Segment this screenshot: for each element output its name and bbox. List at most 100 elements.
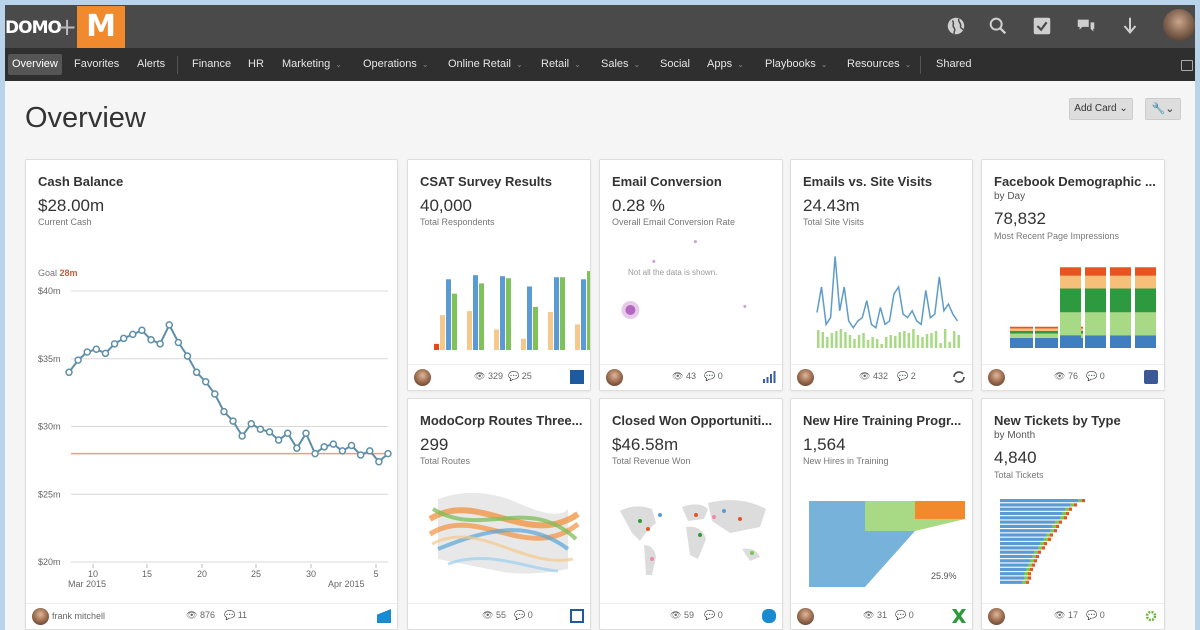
owner-avatar[interactable] <box>797 608 814 625</box>
ticket-bar <box>1000 499 1078 503</box>
owner-avatar[interactable] <box>988 369 1005 386</box>
owner-avatar[interactable] <box>797 369 814 386</box>
domo-logo[interactable]: DOMO <box>5 18 62 38</box>
chat-icon[interactable] <box>1073 13 1099 39</box>
nav-online-retail[interactable]: Online Retail ⌄ <box>448 58 523 70</box>
comments-count[interactable]: 💬 0 <box>704 610 723 620</box>
bar-s3 <box>500 276 505 350</box>
stack-d <box>1035 328 1058 331</box>
card-new-tickets[interactable]: New Tickets by Type by Month 4,840 Total… <box>981 398 1165 630</box>
card-csat[interactable]: CSAT Survey Results 40,000 Total Respond… <box>407 159 591 391</box>
card-emails-vs-visits[interactable]: Emails vs. Site Visits 24.43m Total Site… <box>790 159 973 391</box>
views-count: 👁 59 <box>670 610 694 620</box>
card-label: Most Recent Page Impressions <box>994 231 1120 241</box>
bar-s3 <box>581 279 586 350</box>
stack-c <box>1135 288 1156 313</box>
stack-e <box>1085 267 1106 276</box>
data-point <box>265 428 274 436</box>
gear-source-icon <box>1145 610 1157 622</box>
nav-apps[interactable]: Apps ⌄ <box>707 58 744 70</box>
data-limit-note: Not all the data is shown. <box>628 268 718 277</box>
card-footer: 👁 17 💬 0 <box>982 603 1164 629</box>
owner-avatar[interactable] <box>606 369 623 386</box>
card-cash-balance[interactable]: Cash Balance $28.00m Current Cash Goal 2… <box>25 159 398 630</box>
card-closed-won[interactable]: Closed Won Opportuniti... $46.58m Total … <box>599 398 783 630</box>
wrench-menu-button[interactable]: 🔧⌄ <box>1145 98 1181 120</box>
progress-percent: 25.9% <box>931 571 957 581</box>
views-count: 👁 31 <box>863 610 887 620</box>
globe-icon[interactable] <box>943 13 969 39</box>
page-title: Overview <box>25 102 146 134</box>
visits-bar <box>835 331 838 348</box>
comments-count[interactable]: 💬 0 <box>514 610 533 620</box>
visits-bar <box>939 343 942 348</box>
tasks-icon[interactable] <box>1029 13 1055 39</box>
company-logo[interactable]: M <box>77 6 125 48</box>
nav-hr[interactable]: HR <box>248 58 264 70</box>
nav-bar: Overview Favorites Alerts Finance HR Mar… <box>5 48 1195 81</box>
nav-overview[interactable]: Overview <box>8 54 62 75</box>
card-value: 4,840 <box>994 448 1037 467</box>
card-facebook-demographic[interactable]: Facebook Demographic ... by Day 78,832 M… <box>981 159 1165 391</box>
ticket-bar <box>1000 537 1044 541</box>
card-label: Current Cash <box>38 217 92 227</box>
nav-playbooks[interactable]: Playbooks ⌄ <box>765 58 828 70</box>
nav-alerts[interactable]: Alerts <box>137 58 166 70</box>
card-title: ModoCorp Routes Three... <box>420 413 583 428</box>
ticket-bar-segment <box>1054 529 1057 533</box>
ticket-bar-segment <box>1026 567 1030 571</box>
owner-avatar[interactable] <box>32 608 49 625</box>
card-title: Cash Balance <box>38 174 124 189</box>
card-subtitle: by Day <box>994 191 1026 202</box>
ticket-bar <box>1000 580 1022 584</box>
ticket-bar-segment <box>1055 520 1059 524</box>
ticket-bar-segment <box>1036 554 1039 559</box>
user-avatar[interactable] <box>1163 9 1195 41</box>
stack-c <box>1010 331 1033 334</box>
comments-count[interactable]: 💬 0 <box>704 371 723 381</box>
visits-bar <box>894 336 897 348</box>
owner-avatar[interactable] <box>414 369 431 386</box>
comments-count[interactable]: 💬 11 <box>224 610 248 620</box>
visits-bar <box>862 333 865 348</box>
data-point <box>238 432 246 440</box>
card-value: 0.28 % <box>612 196 665 215</box>
comments-count[interactable]: 💬 0 <box>1086 610 1105 620</box>
visits-bar <box>903 331 906 348</box>
stack-c <box>1035 331 1058 334</box>
add-card-button[interactable]: Add Card ⌄ <box>1069 98 1133 120</box>
y-tick-label: $35m <box>38 354 61 364</box>
card-email-conversion[interactable]: Email Conversion 0.28 % Overall Email Co… <box>599 159 783 391</box>
data-point <box>165 321 174 329</box>
nav-finance[interactable]: Finance <box>192 58 232 70</box>
page-settings-icon[interactable] <box>1181 60 1193 71</box>
comments-count[interactable]: 💬 0 <box>895 610 914 620</box>
data-point <box>192 368 201 377</box>
card-value: $28.00m <box>38 196 105 215</box>
card-routes[interactable]: ModoCorp Routes Three... 299 Total Route… <box>407 398 591 630</box>
ticket-bar-segment <box>1066 511 1069 516</box>
owner-avatar[interactable] <box>988 608 1005 625</box>
nav-social[interactable]: Social <box>660 58 690 70</box>
download-icon[interactable] <box>1117 13 1143 39</box>
views-count: 👁 329 <box>474 371 503 381</box>
nav-retail[interactable]: Retail ⌄ <box>541 58 581 70</box>
nav-operations[interactable]: Operations ⌄ <box>363 58 429 70</box>
card-new-hire[interactable]: New Hire Training Progr... 1,564 New Hir… <box>790 398 973 630</box>
ticket-bar-segment <box>1065 507 1069 511</box>
csat-bar-chart <box>434 271 590 350</box>
comments-count[interactable]: 💬 25 <box>508 371 532 381</box>
ticket-bar-segment <box>1062 511 1066 516</box>
email-scatter-chart <box>621 240 747 319</box>
nav-shared[interactable]: Shared <box>936 58 972 70</box>
views-count: 👁 55 <box>482 610 506 620</box>
search-icon[interactable] <box>985 13 1011 39</box>
nav-resources[interactable]: Resources ⌄ <box>847 58 912 70</box>
nav-sales[interactable]: Sales ⌄ <box>601 58 641 70</box>
nav-marketing[interactable]: Marketing ⌄ <box>282 58 342 70</box>
comments-count[interactable]: 💬 2 <box>897 371 916 381</box>
nav-favorites[interactable]: Favorites <box>74 58 120 70</box>
comments-count[interactable]: 💬 0 <box>1086 371 1105 381</box>
data-point <box>138 326 146 335</box>
ticket-bar-segment <box>1050 529 1054 533</box>
